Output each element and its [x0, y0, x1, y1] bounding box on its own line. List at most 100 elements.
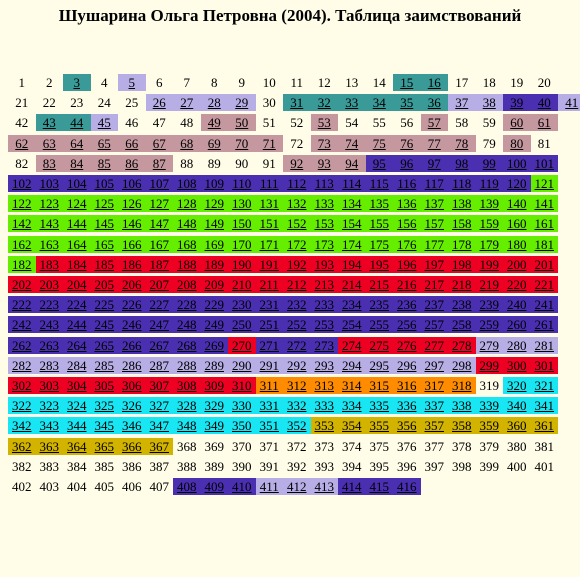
cell-92[interactable]: 92 [283, 154, 311, 172]
cell-352[interactable]: 352 [283, 417, 311, 435]
cell-329[interactable]: 329 [200, 397, 228, 415]
cell-293[interactable]: 293 [310, 356, 338, 374]
cell-267[interactable]: 267 [145, 336, 173, 354]
cell-344[interactable]: 344 [63, 417, 91, 435]
cell-165[interactable]: 165 [90, 235, 118, 253]
cell-219[interactable]: 219 [475, 276, 503, 293]
cell-117[interactable]: 117 [420, 175, 448, 192]
cell-173[interactable]: 173 [310, 235, 338, 253]
cell-345[interactable]: 345 [90, 417, 118, 435]
cell-296[interactable]: 296 [393, 356, 421, 374]
cell-215[interactable]: 215 [365, 276, 393, 293]
cell-327[interactable]: 327 [145, 397, 173, 415]
cell-105[interactable]: 105 [90, 175, 118, 192]
cell-66[interactable]: 66 [118, 134, 146, 152]
cell-254[interactable]: 254 [338, 316, 366, 334]
cell-126[interactable]: 126 [118, 195, 146, 213]
cell-147[interactable]: 147 [145, 215, 173, 233]
cell-324[interactable]: 324 [63, 397, 91, 415]
cell-231[interactable]: 231 [255, 296, 283, 314]
cell-102[interactable]: 102 [8, 175, 36, 192]
cell-357[interactable]: 357 [420, 417, 448, 435]
cell-198[interactable]: 198 [448, 255, 476, 273]
cell-139[interactable]: 139 [475, 195, 503, 213]
cell-111[interactable]: 111 [255, 175, 283, 192]
cell-234[interactable]: 234 [338, 296, 366, 314]
cell-222[interactable]: 222 [8, 296, 36, 314]
cell-100[interactable]: 100 [503, 154, 531, 172]
cell-74[interactable]: 74 [338, 134, 366, 152]
cell-314[interactable]: 314 [338, 377, 366, 394]
cell-174[interactable]: 174 [338, 235, 366, 253]
cell-96[interactable]: 96 [393, 154, 421, 172]
cell-360[interactable]: 360 [503, 417, 531, 435]
cell-261[interactable]: 261 [530, 316, 558, 334]
cell-199[interactable]: 199 [475, 255, 503, 273]
cell-149[interactable]: 149 [200, 215, 228, 233]
cell-244[interactable]: 244 [63, 316, 91, 334]
cell-240[interactable]: 240 [503, 296, 531, 314]
cell-107[interactable]: 107 [145, 175, 173, 192]
cell-171[interactable]: 171 [255, 235, 283, 253]
cell-85[interactable]: 85 [90, 154, 118, 172]
cell-300[interactable]: 300 [503, 356, 531, 374]
cell-137[interactable]: 137 [420, 195, 448, 213]
cell-346[interactable]: 346 [118, 417, 146, 435]
cell-225[interactable]: 225 [90, 296, 118, 314]
cell-34[interactable]: 34 [365, 94, 393, 112]
cell-236[interactable]: 236 [393, 296, 421, 314]
cell-196[interactable]: 196 [393, 255, 421, 273]
cell-298[interactable]: 298 [448, 356, 476, 374]
cell-307[interactable]: 307 [145, 377, 173, 394]
cell-299[interactable]: 299 [475, 356, 503, 374]
cell-195[interactable]: 195 [365, 255, 393, 273]
cell-207[interactable]: 207 [145, 276, 173, 293]
cell-321[interactable]: 321 [530, 377, 558, 394]
cell-214[interactable]: 214 [338, 276, 366, 293]
cell-233[interactable]: 233 [310, 296, 338, 314]
cell-229[interactable]: 229 [200, 296, 228, 314]
cell-351[interactable]: 351 [255, 417, 283, 435]
cell-140[interactable]: 140 [503, 195, 531, 213]
cell-159[interactable]: 159 [475, 215, 503, 233]
cell-36[interactable]: 36 [420, 94, 448, 112]
cell-93[interactable]: 93 [310, 154, 338, 172]
cell-311[interactable]: 311 [255, 377, 283, 394]
cell-144[interactable]: 144 [63, 215, 91, 233]
cell-97[interactable]: 97 [420, 154, 448, 172]
cell-49[interactable]: 49 [200, 114, 228, 132]
cell-287[interactable]: 287 [145, 356, 173, 374]
cell-413[interactable]: 413 [310, 478, 338, 495]
cell-154[interactable]: 154 [338, 215, 366, 233]
cell-258[interactable]: 258 [448, 316, 476, 334]
cell-249[interactable]: 249 [200, 316, 228, 334]
cell-212[interactable]: 212 [283, 276, 311, 293]
cell-286[interactable]: 286 [118, 356, 146, 374]
cell-251[interactable]: 251 [255, 316, 283, 334]
cell-259[interactable]: 259 [475, 316, 503, 334]
cell-337[interactable]: 337 [420, 397, 448, 415]
cell-343[interactable]: 343 [35, 417, 63, 435]
cell-209[interactable]: 209 [200, 276, 228, 293]
cell-350[interactable]: 350 [228, 417, 256, 435]
cell-84[interactable]: 84 [63, 154, 91, 172]
cell-5[interactable]: 5 [118, 74, 146, 91]
cell-306[interactable]: 306 [118, 377, 146, 394]
cell-164[interactable]: 164 [63, 235, 91, 253]
cell-201[interactable]: 201 [530, 255, 558, 273]
cell-256[interactable]: 256 [393, 316, 421, 334]
cell-77[interactable]: 77 [420, 134, 448, 152]
cell-213[interactable]: 213 [310, 276, 338, 293]
cell-28[interactable]: 28 [200, 94, 228, 112]
cell-61[interactable]: 61 [530, 114, 558, 132]
cell-106[interactable]: 106 [118, 175, 146, 192]
cell-227[interactable]: 227 [145, 296, 173, 314]
cell-172[interactable]: 172 [283, 235, 311, 253]
cell-223[interactable]: 223 [35, 296, 63, 314]
cell-266[interactable]: 266 [118, 336, 146, 354]
cell-325[interactable]: 325 [90, 397, 118, 415]
cell-33[interactable]: 33 [338, 94, 366, 112]
cell-275[interactable]: 275 [365, 336, 393, 354]
cell-354[interactable]: 354 [338, 417, 366, 435]
cell-310[interactable]: 310 [228, 377, 256, 394]
